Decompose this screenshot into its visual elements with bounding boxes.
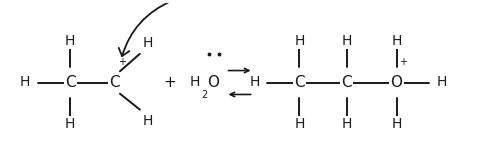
- Text: +: +: [163, 75, 176, 90]
- Text: H: H: [20, 76, 30, 89]
- Text: O: O: [391, 75, 403, 90]
- Text: H: H: [342, 34, 352, 48]
- Text: H: H: [249, 76, 260, 89]
- Text: +: +: [118, 57, 126, 67]
- Text: H: H: [294, 34, 304, 48]
- Text: C: C: [294, 75, 304, 90]
- Text: H: H: [65, 117, 75, 131]
- Text: H: H: [342, 117, 352, 131]
- Text: C: C: [109, 75, 120, 90]
- Text: H: H: [142, 114, 153, 128]
- Text: +: +: [400, 57, 408, 67]
- Text: H: H: [190, 76, 200, 89]
- Text: C: C: [65, 75, 76, 90]
- Text: 2: 2: [202, 90, 208, 100]
- Text: H: H: [392, 34, 402, 48]
- Text: H: H: [65, 34, 75, 48]
- FancyArrowPatch shape: [119, 1, 172, 56]
- Text: C: C: [341, 75, 352, 90]
- Text: H: H: [436, 76, 447, 89]
- Text: H: H: [142, 36, 153, 50]
- Text: H: H: [294, 117, 304, 131]
- Text: O: O: [208, 75, 220, 90]
- Text: H: H: [392, 117, 402, 131]
